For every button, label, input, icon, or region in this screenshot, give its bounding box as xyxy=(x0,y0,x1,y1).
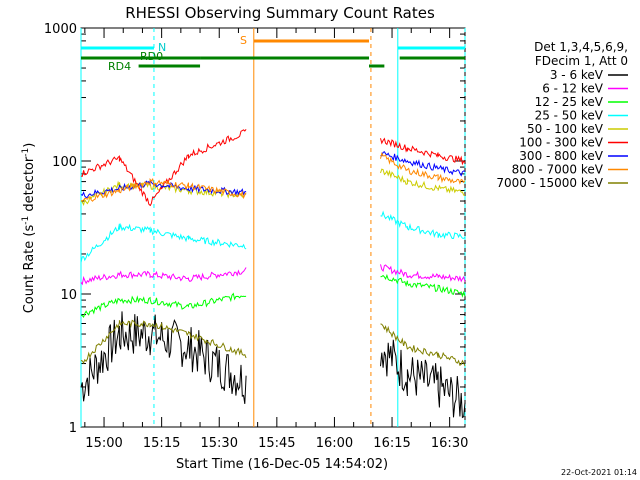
series-line-100-300keV xyxy=(380,137,466,166)
x-tick-label: 16:15 xyxy=(373,436,410,451)
legend-header-line2: FDecim 1, Att 0 xyxy=(535,54,628,68)
y-axis-label: Count Rate (s-1 detector-1) xyxy=(21,143,37,314)
legend-label: 3 - 6 keV xyxy=(550,68,604,82)
legend-header-line1: Det 1,3,4,5,6,9, xyxy=(534,40,628,54)
footer-timestamp: 22-Oct-2021 01:14 xyxy=(561,468,637,477)
series-lines xyxy=(80,128,466,419)
series-line-7000-15000keV xyxy=(80,319,247,364)
series-line-3-6keV xyxy=(380,339,466,419)
y-tick-label: 1000 xyxy=(44,22,77,37)
series-line-6-12keV xyxy=(380,264,466,283)
y-tick-label: 1 xyxy=(69,421,77,436)
legend-label: 800 - 7000 keV xyxy=(512,163,604,177)
y-tick-label: 100 xyxy=(52,155,77,170)
legend-label: 50 - 100 keV xyxy=(527,122,604,136)
chart-title: RHESSI Observing Summary Count Rates xyxy=(125,4,435,22)
y-ticks: 1000 100 10 1 xyxy=(44,22,465,436)
series-line-6-12keV xyxy=(80,267,247,286)
legend-label: 300 - 800 keV xyxy=(519,149,603,163)
legend-label: 7000 - 15000 keV xyxy=(496,176,603,190)
flag-bars xyxy=(81,39,465,68)
series-line-25-50keV xyxy=(80,222,247,263)
series-line-12-25keV xyxy=(380,273,466,298)
flag-label-s: S xyxy=(240,34,247,47)
series-line-100-300keV xyxy=(80,128,247,207)
series-line-25-50keV xyxy=(380,210,466,240)
series-line-3-6keV xyxy=(80,311,247,404)
legend: Det 1,3,4,5,6,9, FDecim 1, Att 0 3 - 6 k… xyxy=(496,40,628,190)
x-tick-label: 15:45 xyxy=(258,436,295,451)
x-tick-label: 15:15 xyxy=(143,436,180,451)
x-tick-label: 15:00 xyxy=(85,436,122,451)
legend-label: 12 - 25 keV xyxy=(535,95,604,109)
x-tick-label: 15:30 xyxy=(201,436,238,451)
flag-label-rd0: RD0 xyxy=(140,50,163,63)
flag-label-rd4: RD4 xyxy=(108,60,131,73)
series-line-12-25keV xyxy=(80,292,247,318)
legend-label: 100 - 300 keV xyxy=(519,136,603,150)
y-tick-label: 10 xyxy=(60,288,77,303)
x-tick-label: 16:00 xyxy=(316,436,353,451)
series-line-7000-15000keV xyxy=(380,323,466,367)
series-line-800-7000keV xyxy=(80,177,247,202)
x-axis-label: Start Time (16-Dec-05 14:54:02) xyxy=(176,457,388,472)
x-tick-label: 16:30 xyxy=(431,436,468,451)
flag-label-n: N xyxy=(158,41,166,54)
series-line-300-800keV xyxy=(380,151,466,177)
x-ticks: 15:00 15:15 15:30 15:45 16:00 16:15 16:30 xyxy=(84,28,468,451)
legend-label: 25 - 50 keV xyxy=(535,109,604,123)
legend-label: 6 - 12 keV xyxy=(542,82,604,96)
series-line-50-100keV xyxy=(380,168,465,196)
series-line-800-7000keV xyxy=(380,151,466,185)
